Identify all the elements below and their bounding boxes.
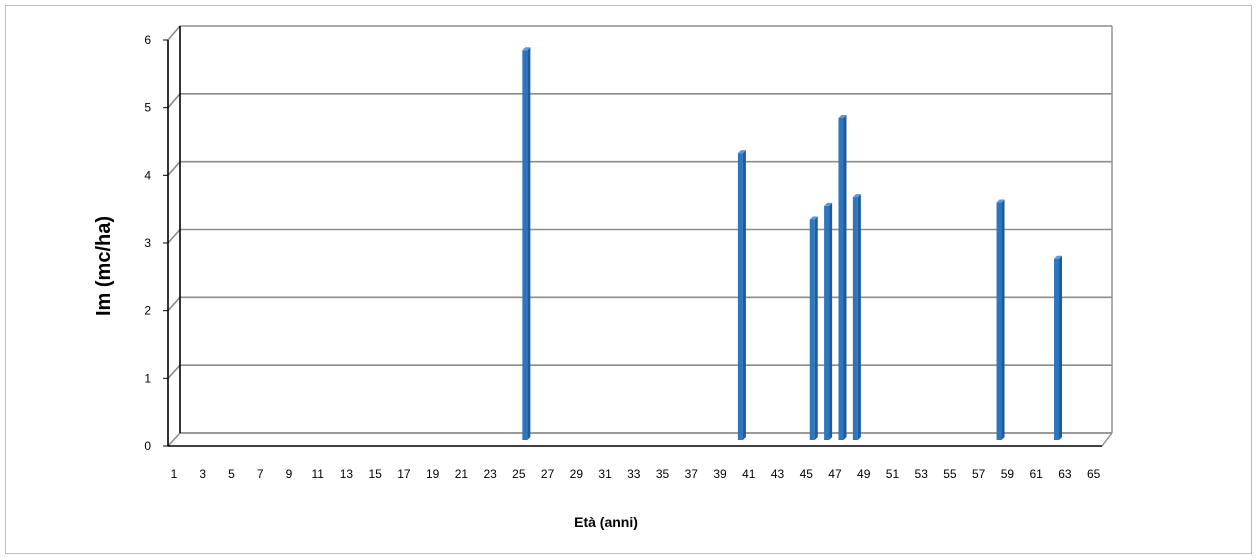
y-tick-label: 2 (144, 304, 151, 318)
x-tick-label: 13 (340, 467, 354, 481)
x-tick-label: 5 (228, 467, 235, 481)
x-tick-label: 15 (368, 467, 382, 481)
y-tick-label: 3 (144, 236, 151, 250)
bar-top (1054, 255, 1063, 259)
x-tick-label: 25 (512, 467, 526, 481)
y-tick-label: 1 (144, 371, 151, 385)
bar-top (824, 202, 833, 206)
bar-front (809, 219, 815, 440)
x-tick-label: 19 (426, 467, 440, 481)
bar (809, 216, 818, 440)
x-tick-label: 39 (713, 467, 727, 481)
x-tick-label: 31 (598, 467, 612, 481)
bar-front (838, 117, 844, 440)
x-tick-label: 3 (199, 467, 206, 481)
bar-front (522, 50, 528, 441)
x-tick-labels: 1 3 5 7 9 11 13 15 17 19 21 23 25 27 29 31 33 35 37 39 41 43 4… (171, 467, 1101, 481)
x-tick-label: 21 (455, 467, 469, 481)
bar (824, 202, 833, 440)
bar-side (829, 202, 833, 440)
x-tick-label: 27 (541, 467, 555, 481)
x-tick-label: 65 (1087, 467, 1101, 481)
bar-top (809, 216, 818, 220)
x-axis-label: Età (anni) (574, 514, 638, 530)
wall-gridline (167, 161, 181, 176)
x-tick-label: 41 (742, 467, 756, 481)
x-tick-label: 9 (286, 467, 293, 481)
wall-gridline (167, 228, 181, 244)
x-tick-label: 61 (1029, 467, 1043, 481)
bar-top (852, 194, 861, 198)
wall-gridline (167, 296, 181, 312)
bar-side (527, 47, 531, 441)
x-tick-label: 33 (627, 467, 641, 481)
x-tick-label: 47 (828, 467, 842, 481)
bar (522, 47, 531, 441)
bar (996, 199, 1005, 440)
x-tick-label: 35 (656, 467, 670, 481)
x-tick-label: 57 (972, 467, 986, 481)
wall-gridline (167, 432, 181, 447)
bar-front (996, 202, 1002, 440)
bar-top (522, 47, 531, 51)
bar-top (838, 114, 847, 118)
gridlines (167, 25, 1112, 447)
floor-right-edge (1101, 432, 1113, 447)
y-tick-label: 0 (144, 439, 151, 453)
x-tick-label: 59 (1001, 467, 1015, 481)
x-tick-label: 43 (771, 467, 785, 481)
bar (852, 194, 861, 440)
x-tick-label: 45 (800, 467, 814, 481)
wall-gridline (167, 25, 181, 41)
bar-front (852, 197, 858, 440)
y-axis-label: Im (mc/ha) (93, 216, 115, 316)
axes (163, 26, 1113, 447)
x-tick-label: 1 (171, 467, 178, 481)
x-tick-label: 53 (915, 467, 929, 481)
bar-front (1054, 258, 1060, 440)
bar (838, 114, 847, 440)
x-tick-label: 37 (685, 467, 699, 481)
x-tick-label: 17 (397, 467, 411, 481)
wall-gridline (167, 93, 181, 109)
bar-top (737, 150, 746, 154)
bar-side (857, 194, 861, 440)
bar-side (742, 150, 746, 441)
bar-front (824, 205, 830, 440)
y-tick-label: 4 (144, 168, 151, 182)
x-tick-label: 51 (886, 467, 900, 481)
x-tick-label: 55 (943, 467, 957, 481)
bar (1054, 255, 1063, 440)
y-tick-labels: 0 1 2 3 4 5 6 (144, 33, 151, 453)
y-tick-label: 6 (144, 33, 151, 47)
bar-side (814, 216, 818, 440)
y-tick-label: 5 (144, 101, 151, 115)
bar-front (737, 153, 743, 441)
x-tick-label: 29 (570, 467, 584, 481)
wall-gridline (167, 364, 181, 379)
x-tick-label: 23 (483, 467, 497, 481)
bar-side (1001, 199, 1005, 440)
x-tick-label: 7 (257, 467, 264, 481)
x-tick-label: 49 (857, 467, 871, 481)
x-tick-label: 11 (311, 467, 324, 481)
bar (737, 150, 746, 441)
bar-side (843, 114, 847, 440)
bar-side (1059, 255, 1063, 440)
chart-frame (5, 5, 1252, 554)
x-tick-label: 63 (1058, 467, 1072, 481)
bars (522, 47, 1063, 441)
bar-top (996, 199, 1005, 203)
